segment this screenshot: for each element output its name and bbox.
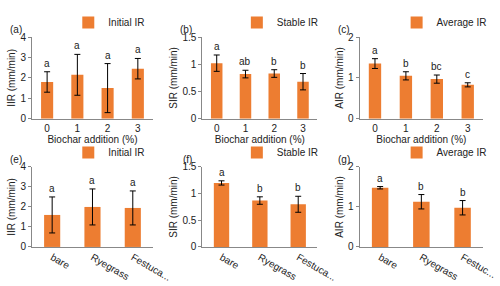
svg-text:b: b [300,60,306,71]
svg-text:2: 2 [348,161,354,172]
svg-text:ab: ab [239,56,251,67]
svg-text:(c): (c) [338,24,350,35]
svg-text:2: 2 [20,72,26,83]
svg-text:SIR (mm/min): SIR (mm/min) [168,47,179,109]
svg-text:4: 4 [20,161,26,172]
svg-text:c: c [465,69,470,80]
svg-text:Ryegrass: Ryegrass [256,251,298,282]
svg-text:0: 0 [191,113,197,124]
svg-text:a: a [49,183,55,194]
svg-text:1: 1 [191,59,197,70]
svg-text:IIR (mm/min): IIR (mm/min) [6,49,17,107]
svg-text:3: 3 [20,181,26,192]
svg-text:2: 2 [434,123,440,134]
svg-text:0: 0 [348,241,354,252]
svg-text:b: b [271,56,277,67]
svg-text:Initial IR: Initial IR [108,147,144,158]
svg-text:Stable IR: Stable IR [277,147,318,158]
svg-text:a: a [135,44,141,55]
svg-text:a: a [214,41,220,52]
svg-text:Ryegrass: Ryegrass [89,251,131,282]
svg-text:0: 0 [20,113,26,124]
svg-text:0: 0 [20,241,26,252]
svg-text:4: 4 [20,32,26,43]
svg-text:0: 0 [372,123,378,134]
svg-text:a: a [74,40,80,51]
svg-text:1: 1 [191,188,197,199]
svg-text:SIR (mm/min): SIR (mm/min) [168,176,179,238]
svg-text:Biochar addition (%): Biochar addition (%) [215,134,305,145]
svg-text:3: 3 [135,123,141,134]
svg-text:Average IR: Average IR [437,147,487,158]
svg-text:(f): (f) [183,154,192,165]
svg-text:0: 0 [214,123,220,134]
svg-text:bare: bare [49,251,72,271]
svg-text:AIR (mm/min): AIR (mm/min) [334,47,345,109]
svg-text:Stable IR: Stable IR [277,17,318,28]
svg-text:a: a [130,177,136,188]
svg-text:2: 2 [271,123,277,134]
svg-text:2: 2 [105,123,111,134]
svg-text:0: 0 [44,123,50,134]
svg-text:a: a [44,58,50,69]
svg-text:Festuca...: Festuca... [295,251,339,282]
svg-text:1: 1 [20,221,26,232]
svg-text:2: 2 [20,201,26,212]
svg-text:a: a [219,167,225,178]
svg-text:1: 1 [403,123,409,134]
svg-text:1.5: 1.5 [182,161,196,172]
svg-text:Initial IR: Initial IR [108,17,144,28]
svg-text:Biochar addition (%): Biochar addition (%) [376,134,466,145]
svg-text:3: 3 [465,123,471,134]
svg-text:1: 1 [20,93,26,104]
svg-text:1.5: 1.5 [182,32,196,43]
svg-text:1: 1 [243,123,249,134]
svg-text:a: a [377,173,383,184]
svg-text:1: 1 [348,72,354,83]
svg-text:Average IR: Average IR [437,17,487,28]
svg-text:(e): (e) [10,154,22,165]
svg-text:1: 1 [348,201,354,212]
svg-text:IIR (mm/min): IIR (mm/min) [6,178,17,236]
svg-text:Ryegrass: Ryegrass [418,251,460,282]
svg-text:b: b [295,182,301,193]
svg-text:b: b [460,187,466,198]
svg-text:(g): (g) [338,154,350,165]
svg-text:a: a [105,50,111,61]
svg-text:bc: bc [431,61,442,72]
svg-text:b: b [257,183,263,194]
svg-text:b: b [418,181,424,192]
svg-text:a: a [89,175,95,186]
svg-text:b: b [403,58,409,69]
svg-text:0: 0 [191,241,197,252]
svg-text:(a): (a) [10,24,22,35]
svg-text:0.5: 0.5 [182,215,196,226]
svg-text:AIR (mm/min): AIR (mm/min) [334,176,345,238]
svg-text:Festuca...: Festuca... [129,251,173,282]
svg-text:1: 1 [75,123,81,134]
svg-text:3: 3 [20,52,26,63]
svg-text:2: 2 [348,32,354,43]
svg-text:Biochar addition (%): Biochar addition (%) [47,134,137,145]
svg-text:0.5: 0.5 [182,86,196,97]
svg-text:Festuc...: Festuc... [459,251,498,280]
svg-text:bare: bare [377,251,400,271]
svg-text:0: 0 [348,113,354,124]
svg-text:bare: bare [218,251,241,271]
svg-text:3: 3 [300,123,306,134]
svg-text:a: a [372,45,378,56]
svg-text:(b): (b) [180,24,192,35]
